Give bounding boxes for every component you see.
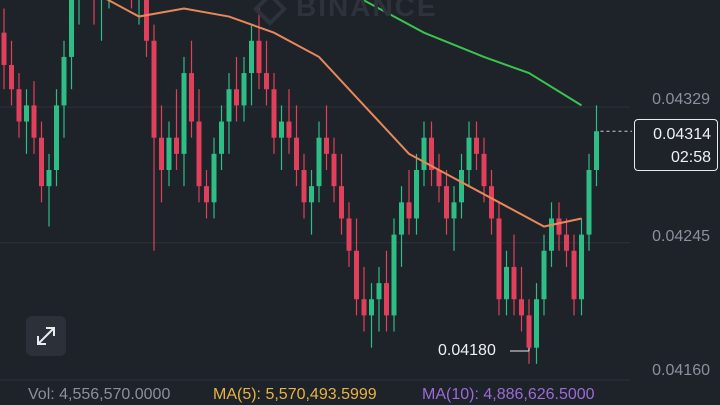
candle-body-77	[579, 234, 584, 300]
volume-bar: Vol: 4,556,570.0000 MA(5): 5,570,493.599…	[0, 385, 720, 405]
candle-body-53	[399, 202, 404, 235]
candle-body-24	[181, 73, 187, 154]
candle-body-21	[159, 137, 164, 170]
candle-body-38	[286, 121, 292, 138]
candle-body-51	[384, 283, 389, 316]
ma5-value: MA(5): 5,570,493.5999	[213, 386, 377, 403]
chart-canvas	[0, 0, 632, 381]
candle-body-33	[249, 40, 254, 74]
candle-body-71	[534, 299, 539, 348]
candle-body-50	[376, 283, 382, 300]
candle-body-3	[24, 105, 29, 122]
candle-body-74	[556, 218, 562, 235]
candle-body-6	[46, 170, 52, 187]
candle-body-35	[264, 73, 269, 90]
candle-body-43	[324, 137, 329, 154]
candle-body-47	[354, 250, 359, 300]
candle-body-73	[549, 218, 554, 251]
candle-body-45	[339, 186, 344, 219]
binance-watermark: BINANCE	[253, 0, 438, 26]
candle-body-56	[421, 137, 427, 170]
candle-body-25	[189, 73, 194, 122]
price-axis-label-1: 0.04245	[652, 228, 710, 245]
watermark-text: BINANCE	[296, 0, 438, 22]
candle-body-20	[151, 40, 157, 138]
candle-body-29	[219, 121, 224, 154]
candle-body-26	[196, 121, 202, 187]
candlestick-chart[interactable]	[0, 0, 720, 385]
ma-line-orange	[106, 0, 582, 228]
candle-body-30	[226, 89, 232, 122]
candle-body-63	[474, 137, 479, 154]
candle-body-19	[144, 0, 149, 41]
candle-body-8	[61, 56, 67, 106]
candle-body-44	[331, 153, 337, 187]
candle-body-32	[241, 73, 247, 106]
candle-body-58	[436, 170, 442, 187]
candle-body-65	[489, 186, 494, 219]
candle-body-5	[39, 137, 44, 187]
price-axis-label-2: 0.04160	[652, 362, 710, 379]
candle-body-40	[301, 170, 307, 203]
candle-body-0	[1, 32, 7, 65]
candle-body-46	[346, 218, 352, 251]
candle-body-2	[16, 89, 22, 122]
candle-body-9	[69, 0, 74, 57]
candle-body-36	[271, 89, 277, 138]
candle-body-54	[406, 202, 412, 219]
price-axis-label-0: 0.04329	[652, 91, 710, 108]
candle-body-41	[309, 186, 314, 203]
candle-body-72	[541, 250, 547, 300]
expand-button[interactable]	[26, 316, 66, 356]
candle-body-78	[586, 170, 592, 235]
candle-body-68	[511, 266, 517, 300]
expand-icon	[37, 327, 55, 345]
ma10-value: MA(10): 4,886,626.5000	[422, 386, 595, 403]
volume-value: Vol: 4,556,570.0000	[28, 386, 171, 403]
candle-body-75	[564, 234, 569, 251]
last-price-box: 0.04314 02:58	[634, 119, 718, 171]
candle-body-37	[279, 121, 284, 138]
candle-body-7	[54, 105, 59, 170]
candle-body-39	[294, 137, 299, 170]
candle-body-59	[444, 186, 449, 219]
ma-line-green	[361, 0, 583, 107]
candle-body-70	[526, 315, 532, 348]
candle-body-4	[31, 105, 37, 138]
candle-body-49	[369, 299, 374, 316]
last-price-value: 0.04314	[653, 126, 711, 143]
candle-body-42	[316, 137, 322, 187]
candle-body-55	[414, 170, 419, 219]
candle-body-27	[204, 186, 209, 203]
low-price-marker: 0.04180	[438, 342, 496, 359]
candle-countdown: 02:58	[670, 149, 711, 166]
candle-body-22	[166, 137, 172, 170]
candle-body-1	[9, 65, 14, 90]
candle-body-66	[496, 218, 502, 300]
candle-body-60	[451, 202, 457, 219]
candle-body-57	[429, 137, 434, 170]
candle-body-31	[234, 89, 239, 106]
candle-body-62	[466, 137, 472, 170]
candle-body-28	[211, 153, 217, 203]
candle-body-67	[504, 266, 509, 300]
candle-body-23	[174, 137, 179, 154]
candle-body-79	[594, 131, 599, 170]
candle-body-76	[571, 250, 577, 300]
binance-logo-icon	[253, 0, 287, 26]
candle-body-48	[361, 299, 367, 316]
candle-body-64	[481, 153, 487, 187]
candle-body-61	[459, 170, 464, 203]
candle-body-69	[519, 299, 524, 316]
candle-body-34	[256, 40, 262, 74]
candle-body-52	[391, 234, 397, 316]
